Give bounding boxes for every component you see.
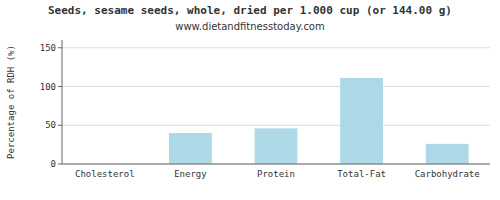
x-tick-label: Total-Fat <box>337 169 386 179</box>
x-tick-label: Energy <box>174 169 207 179</box>
chart-container: 0 50 100 150 Cholesterol Energy Protein Total-F… <box>0 0 500 200</box>
bar <box>340 78 383 164</box>
subtitle: www.dietandfitnesstoday.com <box>175 21 324 32</box>
grid-line <box>62 86 490 87</box>
tick-mark <box>58 125 62 126</box>
bar <box>169 133 212 164</box>
grid-line <box>62 125 490 126</box>
y-axis-label: Percentage of RDH (%) <box>6 45 16 159</box>
grid-line <box>62 47 490 48</box>
x-tick-label: Protein <box>257 169 295 179</box>
chart: 0 50 100 150 Cholesterol Energy Protein Total-F… <box>0 0 500 200</box>
y-axis-line <box>62 40 63 164</box>
bars <box>169 78 469 164</box>
x-tick-label: Carbohydrate <box>415 169 480 179</box>
title: Seeds, sesame seeds, whole, dried per 1.… <box>48 4 452 17</box>
x-tick-label: Cholesterol <box>75 169 135 179</box>
y-tick-label: 50 <box>45 120 56 130</box>
y-tick-label: 0 <box>51 159 56 169</box>
tick-mark <box>58 86 62 87</box>
tick-mark <box>58 47 62 48</box>
x-axis-line <box>62 164 490 165</box>
bar <box>426 144 469 164</box>
grid-line <box>62 164 490 165</box>
y-tick-label: 100 <box>40 82 56 92</box>
y-tick-label: 150 <box>40 43 56 53</box>
tick-mark <box>58 164 62 165</box>
bar <box>255 128 298 164</box>
